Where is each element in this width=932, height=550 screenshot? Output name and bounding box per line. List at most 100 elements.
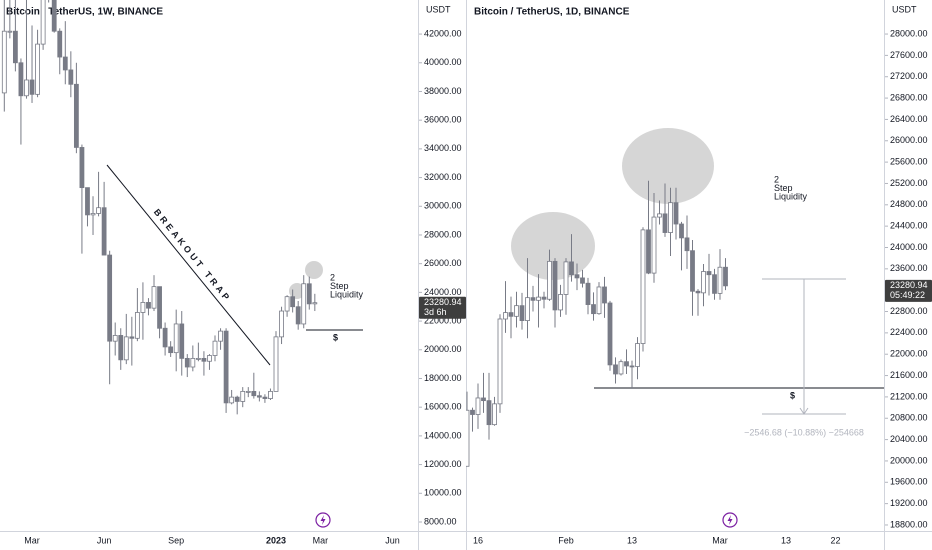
y-tick-label: 24800.00 [890, 199, 928, 209]
lightning-icon[interactable] [722, 512, 738, 528]
candle-body [679, 223, 684, 239]
candle-body [618, 361, 624, 375]
liquidity-label: Step [330, 281, 349, 291]
candle-body [503, 312, 508, 320]
candle-body [268, 390, 273, 399]
x-tick-label: 2023 [266, 535, 286, 545]
y-tick-label: 20000.00 [424, 344, 462, 354]
candle-body [569, 261, 574, 276]
y-tick-label: 18800.00 [890, 519, 928, 529]
candle-body [486, 400, 492, 426]
candle-body [466, 409, 470, 467]
candle-body [251, 390, 257, 397]
x-tick-label: 16 [473, 535, 483, 545]
candle-body [7, 30, 13, 33]
y-tick-label: 24000.00 [424, 287, 462, 297]
x-tick-label: Mar [313, 535, 329, 545]
y-tick-label: 23600.00 [890, 263, 928, 273]
candle-body [508, 312, 514, 317]
y-tick-label: 19200.00 [890, 498, 928, 508]
y-tick-label: 22000.00 [424, 315, 462, 325]
candle-body [525, 297, 530, 321]
candle-body [290, 296, 296, 308]
candle-body [497, 318, 503, 405]
candle-body [651, 216, 657, 274]
candle-body [690, 250, 695, 292]
candle-body [112, 335, 118, 342]
candle-body [229, 396, 235, 404]
candle-body [624, 361, 629, 367]
price-label: 23280.94 [890, 280, 928, 290]
price-label: 23280.94 [424, 297, 462, 307]
candle-body [295, 306, 301, 325]
candle-body [118, 335, 124, 361]
y-tick-label: 14000.00 [424, 430, 462, 440]
candle-body [279, 310, 284, 338]
x-tick-label: 22 [830, 535, 840, 545]
liquidity-label: 2 [330, 272, 335, 282]
candle-body [657, 213, 662, 218]
candle-body [712, 274, 717, 294]
candle-body [62, 56, 68, 71]
y-tick-label: 21600.00 [890, 370, 928, 380]
candles [466, 180, 728, 467]
candle-body [662, 213, 668, 233]
y-tick-label: 12000.00 [424, 459, 462, 469]
candle-body [613, 364, 618, 375]
y-tick-label: 26400.00 [890, 114, 928, 124]
candle-body [273, 336, 279, 392]
candle-body [602, 286, 607, 304]
candle-body [306, 283, 312, 305]
candle-body [481, 397, 486, 402]
y-tick-label: 22000.00 [890, 349, 928, 359]
candle-body [24, 79, 29, 97]
liquidity-label: Liquidity [774, 191, 808, 201]
y-tick-label: 38000.00 [424, 86, 462, 96]
candle-body [168, 346, 174, 354]
candle-body [580, 277, 585, 284]
candle-body [146, 302, 151, 309]
candle-body [547, 260, 552, 300]
candle-body [85, 187, 90, 216]
y-tick-label: 32000.00 [424, 172, 462, 182]
trend-line [106, 164, 271, 366]
candle-body [234, 396, 240, 402]
candle-body [706, 271, 712, 276]
candle-body [223, 330, 229, 404]
candle-body [574, 274, 580, 279]
lightning-icon[interactable] [315, 512, 331, 528]
y-tick-label: 8000.00 [424, 516, 457, 526]
candle-body [607, 302, 613, 366]
liquidity-label: 2 [774, 174, 779, 184]
countdown-label: 3d 6h [424, 307, 447, 317]
candle-body [173, 323, 179, 354]
candle-body [51, 0, 57, 32]
candle-body [558, 294, 563, 311]
candle-body [68, 69, 74, 85]
candle-body [475, 397, 481, 415]
candle-body [35, 43, 40, 95]
candle-body [701, 271, 706, 294]
candle-body [684, 237, 690, 252]
y-tick-label: 22400.00 [890, 327, 928, 337]
candle-body [107, 254, 113, 342]
liquidity-ellipse [511, 212, 595, 280]
pattern-label: BREAKOUT TRAP [152, 207, 233, 304]
liquidity-circle [305, 261, 323, 279]
measure-arrowhead [799, 407, 809, 415]
y-tick-label: 28000.00 [424, 229, 462, 239]
candle-body [57, 30, 63, 58]
chart-title: Bitcoin / TetherUS, 1D, BINANCE [474, 7, 630, 18]
candle-body [256, 395, 262, 398]
candle-body [552, 260, 558, 311]
y-tick-label: 36000.00 [424, 115, 462, 125]
candle-body [123, 336, 129, 361]
candle-body [212, 340, 218, 356]
candle-body [635, 343, 640, 367]
y-tick-label: 34000.00 [424, 143, 462, 153]
candle-body [179, 323, 185, 359]
x-tick-label: Jun [97, 535, 112, 545]
candle-body [284, 296, 290, 312]
